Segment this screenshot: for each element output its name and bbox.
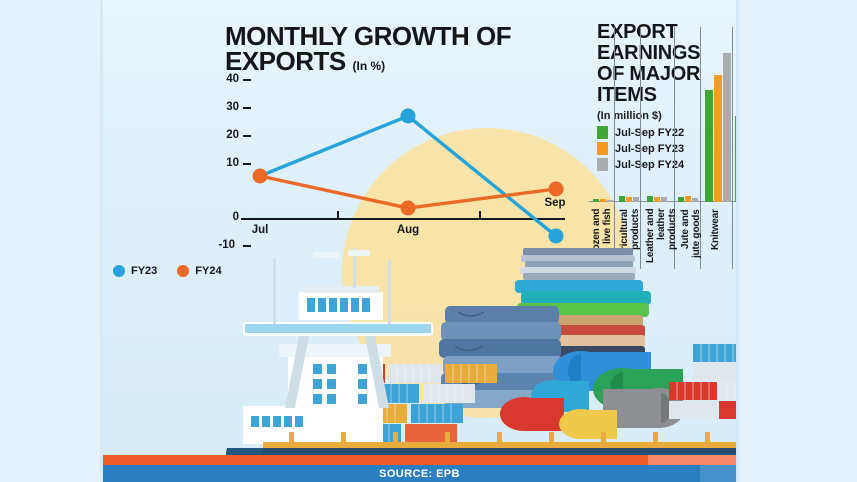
legend-swatch-fy23 <box>597 142 608 155</box>
legend-label-fy24: Jul-Sep FY24 <box>615 158 685 171</box>
legend-label-fy24-line: FY24 <box>195 265 222 277</box>
line-x-axis <box>241 218 565 220</box>
footer-orange-accent <box>648 455 736 465</box>
line-x-label-jul: Jul <box>251 224 269 236</box>
line-y-tick-40 <box>243 79 251 81</box>
legend-label-fy23: Jul-Sep FY23 <box>615 142 685 155</box>
bar-separator-5 <box>732 27 734 269</box>
bar-jute-fy22 <box>678 197 684 202</box>
point-fy23-sep <box>548 228 564 244</box>
point-fy24-aug <box>400 200 416 216</box>
content-panel: MONTHLY GROWTH OF EXPORTS (In %) 40 30 2… <box>103 0 736 482</box>
line-y-tick-20 <box>243 135 251 137</box>
bar-chart-unit: (In million $) <box>597 110 662 122</box>
bar-separator-1 <box>614 27 616 269</box>
bar-separator-3 <box>674 27 676 269</box>
footer-source-label: SOURCE: EPB <box>379 467 460 480</box>
bar-leather-fy23 <box>654 196 660 202</box>
point-fy24-jul <box>252 168 268 184</box>
line-series-svg <box>252 108 564 244</box>
bar-knitwear-fy23 <box>714 75 722 202</box>
bar-knitwear-fy24 <box>723 53 731 202</box>
ship-bridge <box>243 248 433 444</box>
right-container-stack <box>669 344 736 419</box>
line-x-tick-1 <box>337 211 339 218</box>
bar-agri-fy22 <box>619 195 625 202</box>
line-chart-unit: (In %) <box>352 59 386 73</box>
legend-item-fy24-line: FY24 <box>177 265 222 277</box>
line-chart-legend: FY23 FY24 <box>113 265 222 277</box>
line-y-label-20: 20 <box>226 129 239 141</box>
bar-plot-area <box>589 27 736 269</box>
bar-frozen-fy23 <box>600 199 606 202</box>
panel-left-edge <box>100 0 103 482</box>
bar-jute-fy24 <box>692 197 698 202</box>
bar-frozen-fy22 <box>593 198 599 202</box>
series-fy23-line <box>259 114 558 238</box>
line-chart: 40 30 20 10 0 -10 Jul Aug Sep <box>213 73 573 255</box>
legend-item-fy23: Jul-Sep FY23 <box>597 142 684 155</box>
line-y-label-30: 30 <box>226 101 239 113</box>
footer-blue-bar <box>103 465 736 482</box>
bar-frozen-fy24 <box>607 199 613 202</box>
line-x-label-aug: Aug <box>396 224 420 236</box>
legend-label-fy23-line: FY23 <box>131 265 158 277</box>
legend-item-fy24: Jul-Sep FY24 <box>597 158 684 171</box>
bar-separator-4 <box>700 27 702 269</box>
line-y-label-40: 40 <box>226 73 239 85</box>
bar-chart: 8,000 7,000 6,000 5,000 4,000 3,000 2,00… <box>589 22 736 269</box>
line-chart-title-text: MONTHLY GROWTH OF EXPORTS <box>225 21 512 76</box>
bar-leather-fy22 <box>647 196 653 202</box>
line-y-label-10: 10 <box>226 157 239 169</box>
line-chart-title: MONTHLY GROWTH OF EXPORTS (In %) <box>225 21 525 79</box>
bar-leather-fy24 <box>661 197 667 202</box>
point-fy24-sep <box>548 181 564 197</box>
legend-swatch-fy24 <box>597 158 608 171</box>
bar-agri-fy23 <box>626 197 632 202</box>
legend-dot-fy23 <box>113 265 125 277</box>
legend-item-fy23-line: FY23 <box>113 265 157 277</box>
bar-chart-legend: Jul-Sep FY22 Jul-Sep FY23 Jul-Sep FY24 <box>597 126 684 174</box>
bar-knitwear-fy22 <box>705 90 713 202</box>
bar-separator-2 <box>640 27 642 269</box>
legend-swatch-fy22 <box>597 126 608 139</box>
legend-dot-fy24 <box>177 265 190 277</box>
line-y-tick-10 <box>243 163 251 165</box>
legend-item-fy22: Jul-Sep FY22 <box>597 126 684 139</box>
line-y-label-0: 0 <box>232 211 239 223</box>
line-y-tick-30 <box>243 107 251 109</box>
bar-agri-fy24 <box>633 197 639 202</box>
footer-blue-accent <box>700 465 736 482</box>
line-x-tick-2 <box>479 211 481 218</box>
clothing-stack <box>439 248 685 439</box>
footer-orange-bar <box>103 455 736 465</box>
point-fy23-aug <box>400 108 416 124</box>
legend-label-fy22: Jul-Sep FY22 <box>615 126 685 139</box>
panel-right-edge <box>736 0 739 482</box>
line-x-label-sep: Sep <box>544 197 566 209</box>
line-y-label-neg10: -10 <box>218 239 235 251</box>
bar-jute-fy23 <box>685 196 691 202</box>
line-y-tick-neg10 <box>243 245 251 247</box>
bar-woven-fy22 <box>735 115 736 202</box>
